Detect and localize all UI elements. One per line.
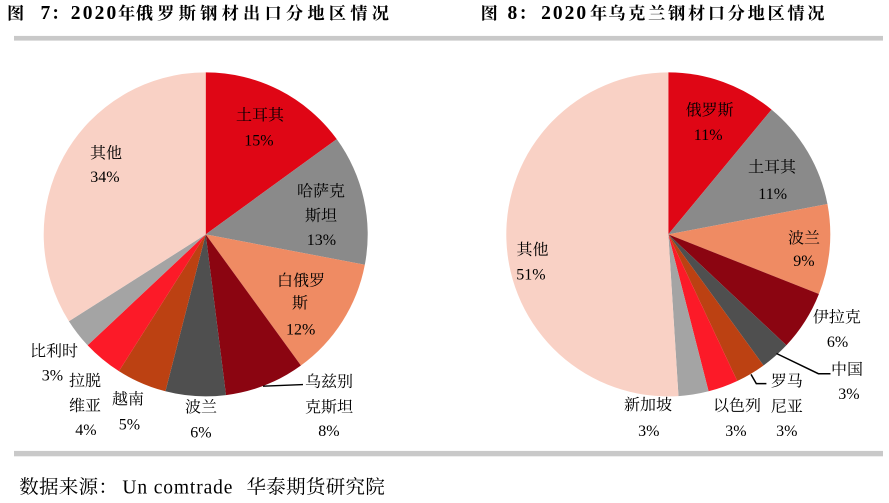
svg-text:2020: 2020 [71, 3, 117, 24]
svg-text:11%: 11% [758, 186, 787, 203]
svg-text:13%: 13% [307, 232, 336, 249]
svg-text:12%: 12% [286, 321, 315, 338]
svg-text:8: 8 [508, 3, 518, 24]
svg-text:15%: 15% [244, 132, 273, 149]
svg-text:34%: 34% [90, 169, 119, 186]
svg-text:3%: 3% [638, 423, 659, 440]
svg-text:3%: 3% [42, 367, 63, 384]
svg-text:4%: 4% [75, 422, 96, 439]
svg-text:51%: 51% [516, 266, 545, 283]
svg-text:Un comtrade: Un comtrade [122, 478, 232, 499]
svg-text:5%: 5% [119, 416, 140, 433]
svg-text:6%: 6% [827, 334, 848, 351]
svg-text:2020: 2020 [541, 3, 586, 24]
svg-text:11%: 11% [694, 127, 723, 144]
svg-text:9%: 9% [793, 253, 814, 270]
svg-text:8%: 8% [318, 423, 339, 440]
svg-text:3%: 3% [725, 423, 746, 440]
svg-text:3%: 3% [776, 423, 797, 440]
svg-text:7: 7 [41, 3, 51, 24]
svg-text:6%: 6% [190, 424, 211, 441]
svg-text:3%: 3% [838, 386, 859, 403]
